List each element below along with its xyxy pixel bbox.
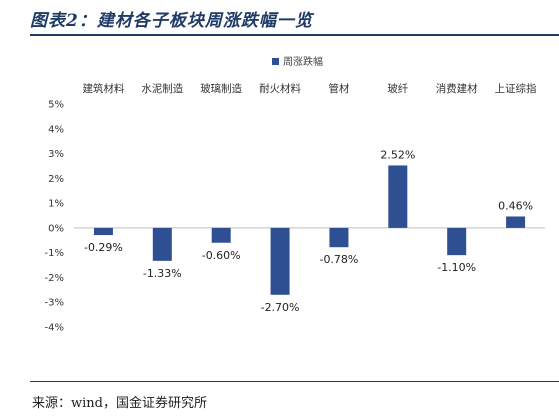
footer-rule	[30, 381, 559, 382]
y-tick-label: 1%	[48, 199, 64, 210]
y-axis: 5% 4% 3% 2% 1% 0% -1% -2% -3% -4%	[45, 100, 545, 334]
category-label: 建筑材料	[82, 82, 124, 95]
data-label: 2.52%	[380, 148, 415, 161]
category-labels: 建筑材料 水泥制造 玻璃制造 耐火材料 管材 玻纤 消费建材 上证综指	[82, 82, 537, 95]
y-tick-label: -2%	[45, 273, 64, 284]
bar	[211, 227, 231, 243]
y-tick-label: 2%	[48, 174, 64, 185]
bars	[93, 165, 526, 295]
figure-title: 图表2：建材各子板块周涨跌幅一览	[30, 11, 313, 31]
legend-swatch	[272, 58, 279, 65]
category-label: 消费建材	[436, 82, 478, 95]
data-label: -1.10%	[437, 261, 476, 274]
data-label: -0.78%	[319, 253, 358, 266]
data-label: -0.29%	[84, 241, 123, 254]
legend-label: 周涨跌幅	[283, 55, 323, 68]
data-label: -1.33%	[143, 267, 182, 280]
bar	[152, 227, 172, 261]
data-label: -2.70%	[261, 301, 300, 314]
bar	[270, 227, 290, 295]
title-rule	[30, 34, 559, 36]
category-label: 耐火材料	[259, 82, 301, 95]
category-label: 水泥制造	[141, 82, 183, 95]
bar	[506, 216, 526, 228]
y-tick-label: 0%	[48, 223, 64, 234]
bar	[329, 227, 349, 248]
category-label: 玻纤	[387, 82, 408, 95]
data-label: -0.60%	[202, 249, 241, 262]
y-tick-label: 4%	[48, 124, 64, 135]
y-tick-label: -3%	[45, 298, 64, 309]
category-label: 管材	[328, 82, 349, 95]
y-tick-label: -4%	[45, 323, 64, 334]
y-tick-label: -1%	[45, 248, 64, 259]
legend: 周涨跌幅	[272, 55, 323, 68]
bar-chart: 周涨跌幅 建筑材料 水泥制造 玻璃制造 耐火材料 管材 玻纤 消费建材 上证综指 5% 4% 3%…	[45, 55, 545, 334]
bar	[93, 227, 113, 236]
category-label: 上证综指	[495, 82, 537, 95]
data-labels: -0.29% -1.33% -0.60% -2.70% -0.78% 2.52% -1.10…	[84, 148, 533, 313]
source-note: 来源：wind，国金证券研究所	[32, 396, 207, 411]
y-tick-label: 3%	[48, 149, 64, 160]
bar	[388, 165, 408, 228]
bar	[447, 227, 467, 256]
category-label: 玻璃制造	[200, 82, 242, 95]
data-label: 0.46%	[498, 199, 533, 212]
y-tick-label: 5%	[48, 100, 64, 111]
